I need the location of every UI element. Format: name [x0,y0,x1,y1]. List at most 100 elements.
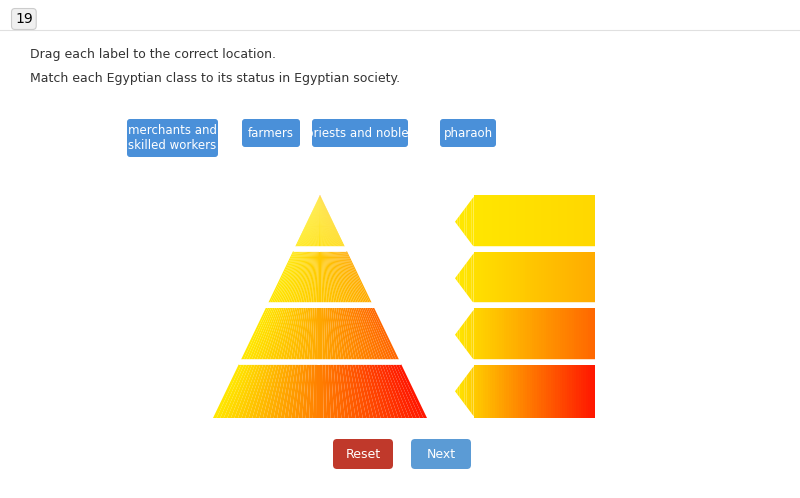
Polygon shape [583,195,586,249]
Polygon shape [328,251,338,305]
Polygon shape [380,365,402,418]
Polygon shape [490,308,492,362]
Text: pharaoh: pharaoh [443,126,493,139]
Polygon shape [361,365,377,418]
Polygon shape [511,251,514,305]
Polygon shape [217,365,244,418]
Polygon shape [299,195,320,249]
Polygon shape [362,308,384,362]
Polygon shape [258,308,280,362]
Polygon shape [469,200,471,244]
Polygon shape [476,308,478,362]
Polygon shape [570,365,572,418]
Polygon shape [514,195,516,249]
Polygon shape [291,365,301,418]
Polygon shape [522,308,525,362]
Polygon shape [307,195,320,249]
Polygon shape [227,365,252,418]
Polygon shape [320,195,346,249]
Polygon shape [346,251,373,305]
Polygon shape [464,262,466,294]
Polygon shape [398,365,427,418]
Polygon shape [298,365,306,418]
FancyBboxPatch shape [127,119,218,157]
Polygon shape [318,308,320,362]
Polygon shape [342,251,366,305]
Polygon shape [562,195,565,249]
Polygon shape [516,308,518,362]
Polygon shape [276,251,298,305]
Polygon shape [581,365,583,418]
Polygon shape [516,251,518,305]
Polygon shape [374,365,395,418]
Polygon shape [320,195,329,249]
Polygon shape [254,308,277,362]
Polygon shape [347,308,362,362]
Polygon shape [320,195,340,249]
Polygon shape [530,251,532,305]
Polygon shape [358,308,378,362]
Text: 19: 19 [15,12,33,26]
Polygon shape [565,365,567,418]
Polygon shape [583,251,586,305]
Polygon shape [488,195,490,249]
Polygon shape [486,251,488,305]
Polygon shape [245,365,266,418]
Polygon shape [252,365,271,418]
Polygon shape [329,308,336,362]
Polygon shape [349,308,366,362]
Polygon shape [578,251,581,305]
Polygon shape [544,251,546,305]
Polygon shape [486,308,488,362]
Polygon shape [317,365,320,418]
Polygon shape [502,365,504,418]
Polygon shape [337,251,355,305]
Polygon shape [342,308,354,362]
Polygon shape [455,275,458,281]
Polygon shape [242,365,263,418]
Polygon shape [583,365,586,418]
Polygon shape [390,365,416,418]
Polygon shape [334,251,348,305]
Polygon shape [240,308,267,362]
Polygon shape [504,308,506,362]
Polygon shape [532,308,534,362]
Polygon shape [548,251,550,305]
Polygon shape [494,308,497,362]
Polygon shape [539,365,542,418]
Polygon shape [567,365,570,418]
Polygon shape [550,195,553,249]
Polygon shape [574,365,576,418]
Polygon shape [312,308,316,362]
Polygon shape [370,308,398,362]
Polygon shape [570,251,572,305]
Polygon shape [356,308,376,362]
Polygon shape [338,308,350,362]
Polygon shape [532,251,534,305]
Polygon shape [327,308,334,362]
Polygon shape [486,365,488,418]
Polygon shape [522,195,525,249]
Polygon shape [396,365,423,418]
Polygon shape [280,308,294,362]
Polygon shape [274,365,287,418]
Polygon shape [339,365,349,418]
Polygon shape [497,308,499,362]
Polygon shape [314,308,318,362]
Polygon shape [266,365,282,418]
Polygon shape [555,365,558,418]
Polygon shape [514,251,516,305]
Polygon shape [269,251,294,305]
Polygon shape [586,251,588,305]
FancyBboxPatch shape [333,439,393,469]
Polygon shape [502,195,504,249]
Polygon shape [588,308,590,362]
Polygon shape [576,195,578,249]
Polygon shape [393,365,420,418]
Polygon shape [462,209,464,234]
Polygon shape [320,195,339,249]
Polygon shape [335,251,352,305]
Polygon shape [462,322,464,347]
Polygon shape [534,251,537,305]
Polygon shape [490,365,492,418]
